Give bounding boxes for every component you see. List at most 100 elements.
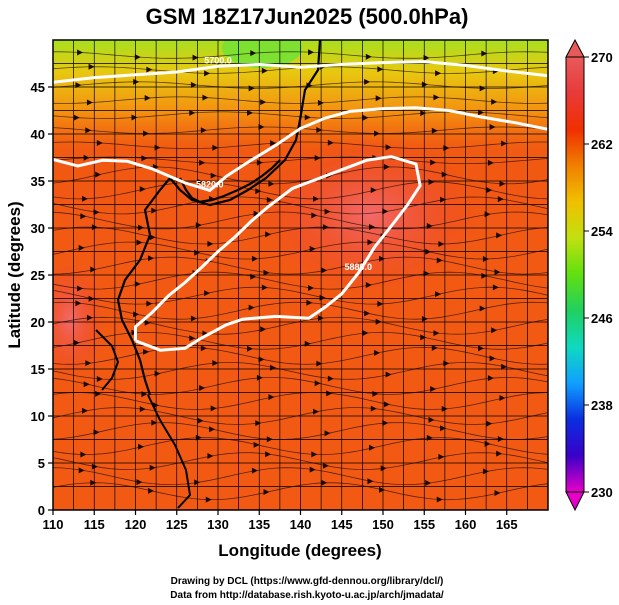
streamline-arrow	[136, 479, 143, 486]
streamline-arrow	[146, 66, 153, 73]
streamline-arrow	[364, 310, 371, 317]
streamline-arrow	[375, 95, 382, 102]
streamline-arrow	[204, 290, 211, 297]
streamline-arrow	[248, 304, 255, 311]
streamline-arrow	[430, 159, 437, 166]
colorbar-tick-label: 230	[591, 485, 613, 500]
contour-line	[53, 60, 548, 84]
streamline-arrow	[253, 441, 260, 448]
streamline-arrow	[148, 255, 154, 262]
x-tick-label: 150	[372, 517, 394, 532]
x-tick-label: 110	[43, 517, 64, 532]
streamline-arrow	[144, 94, 151, 101]
y-tick-label: 20	[31, 315, 45, 330]
streamline-arrow	[258, 123, 265, 130]
streamline-arrow	[199, 159, 206, 166]
x-tick-label: 140	[290, 517, 312, 532]
streamline-arrow	[260, 99, 267, 106]
streamline-arrow	[436, 257, 443, 264]
streamline-arrow	[440, 425, 447, 432]
streamline-arrow	[327, 375, 334, 382]
streamline-arrow	[435, 291, 442, 298]
streamline-arrow	[321, 479, 328, 486]
streamline-arrow	[95, 171, 102, 178]
y-tick-label: 10	[31, 409, 45, 424]
streamline-arrow	[96, 139, 103, 146]
streamline-arrow	[377, 66, 384, 73]
streamline-arrow	[479, 305, 486, 312]
x-axis-ticks: 110 115 120 125 130 135 140 145 150 155 160 165	[43, 510, 518, 532]
streamline-arrow	[261, 284, 268, 291]
streamline-arrow	[316, 126, 323, 133]
streamline-arrow	[382, 419, 389, 426]
streamline-arrow	[481, 50, 488, 57]
streamline-arrow	[496, 450, 503, 457]
streamline-arrow	[192, 54, 199, 61]
streamline-arrow	[433, 330, 440, 337]
chart-title: GSM 18Z17Jun2025 (500.0hPa)	[146, 4, 469, 29]
streamline-arrow	[151, 207, 158, 214]
streamline-arrow	[200, 127, 207, 134]
plot-area: 5700.0 5820.0 5880.0	[53, 40, 548, 510]
streamline-arrow	[324, 430, 331, 437]
streamline-arrow	[308, 285, 315, 292]
streamline-arrow	[134, 281, 141, 288]
y-tick-label: 35	[31, 174, 45, 189]
streamline-arrow	[421, 315, 428, 322]
streamline-arrow	[486, 187, 493, 194]
streamline-arrow	[265, 231, 272, 238]
streamline-arrow	[494, 269, 501, 276]
streamline-arrow	[255, 420, 262, 427]
streamline-arrow	[369, 444, 376, 451]
contour-label: 5880.0	[344, 262, 372, 272]
streamline-arrow	[430, 386, 437, 393]
y-tick-label: 40	[31, 127, 45, 142]
streamline-arrow	[78, 244, 85, 251]
streamline-arrow	[421, 81, 428, 88]
streamline-arrow	[367, 239, 374, 246]
streamline-arrow	[270, 140, 277, 147]
y-tick-label: 30	[31, 221, 45, 236]
streamline-arrow	[311, 451, 318, 458]
streamline-arrow	[314, 380, 321, 387]
x-tick-label: 115	[84, 517, 105, 532]
x-tick-label: 125	[166, 517, 188, 532]
streamline-arrow	[438, 240, 445, 247]
streamline-arrow	[210, 405, 217, 412]
streamline-arrow	[199, 385, 206, 392]
colorbar-ticks: 230 238 246 254 262 270	[584, 50, 613, 500]
x-axis-label: Longitude (degrees)	[218, 541, 381, 560]
streamline-arrow	[370, 405, 377, 412]
streamline-arrow	[478, 109, 484, 116]
streamline-arrow	[494, 490, 501, 497]
streamline-arrow	[420, 334, 427, 341]
streamline-arrow	[313, 195, 319, 202]
streamline-arrow	[496, 232, 503, 239]
cold-pocket	[222, 40, 302, 68]
coastline-east-asia	[116, 40, 322, 396]
streamline-arrow	[263, 489, 270, 496]
streamline-arrow	[379, 486, 385, 493]
coastline-japan	[179, 159, 281, 204]
contour-line	[134, 155, 422, 352]
streamline-arrow	[322, 224, 329, 231]
streamline-arrow	[134, 54, 141, 61]
streamline-arrow	[309, 245, 316, 252]
streamline-arrow	[247, 109, 253, 116]
x-tick-label: 160	[455, 517, 477, 532]
streamline-arrow	[80, 451, 87, 458]
streamline-arrow	[426, 223, 433, 230]
streamline-arrow	[309, 466, 316, 473]
streamline-arrow	[499, 180, 506, 187]
streamline-arrow	[197, 179, 204, 186]
streamline-arrow	[374, 349, 381, 356]
streamline-arrow	[86, 314, 93, 321]
colorbar: 230 238 246 254 262 270	[565, 38, 613, 512]
streamline-arrow	[314, 155, 321, 162]
streamline-arrow	[143, 348, 150, 355]
streamline-arrow	[489, 355, 496, 362]
streamline-arrow	[304, 114, 311, 121]
streamline-arrow	[91, 224, 98, 231]
streamline-arrow	[202, 94, 209, 101]
warm-core-highlight	[260, 135, 480, 295]
